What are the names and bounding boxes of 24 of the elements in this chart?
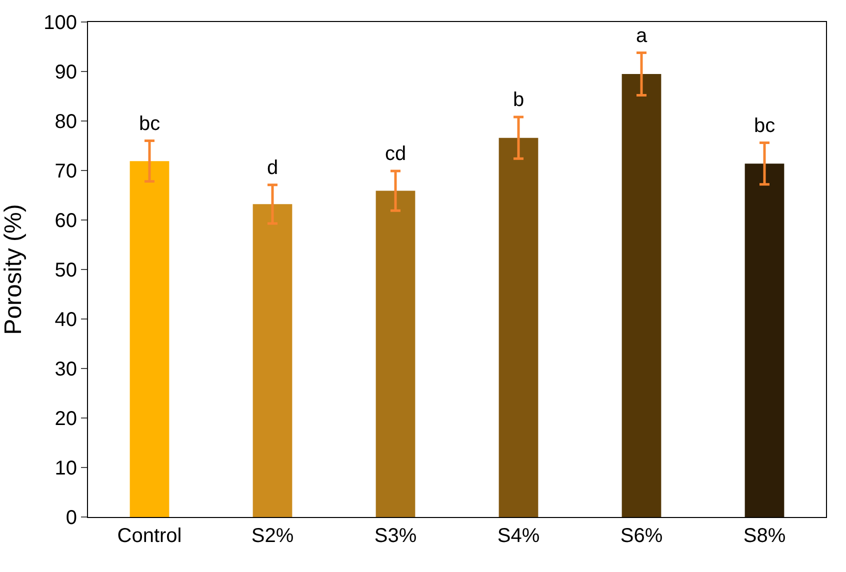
x-tick-label: Control [117, 525, 182, 547]
y-tick-label: 80 [54, 111, 77, 133]
y-axis-title: Porosity (%) [0, 204, 27, 335]
annotation: bc [139, 113, 160, 135]
annotation: bc [754, 115, 776, 137]
y-tick-label: 40 [54, 309, 77, 331]
annotation: cd [385, 143, 406, 165]
y-tick-label: 0 [66, 507, 77, 529]
y-tick-label: 30 [54, 358, 77, 380]
y-tick-label: 20 [54, 408, 77, 430]
y-tick-label: 100 [44, 12, 77, 34]
annotation: d [267, 157, 278, 179]
y-tick-label: 90 [54, 62, 77, 84]
annotation: b [513, 89, 524, 111]
y-tick-label: 60 [54, 210, 77, 232]
x-tick-label: S3% [374, 525, 417, 547]
x-tick-label: S8% [743, 525, 786, 547]
x-tick-label: S4% [497, 525, 540, 547]
x-tick-label: S6% [620, 525, 663, 547]
y-tick-label: 10 [54, 458, 77, 480]
y-tick-label: 70 [54, 160, 77, 182]
x-tick-label: S2% [251, 525, 294, 547]
annotation: a [636, 25, 648, 47]
y-tick-label: 50 [54, 260, 77, 282]
